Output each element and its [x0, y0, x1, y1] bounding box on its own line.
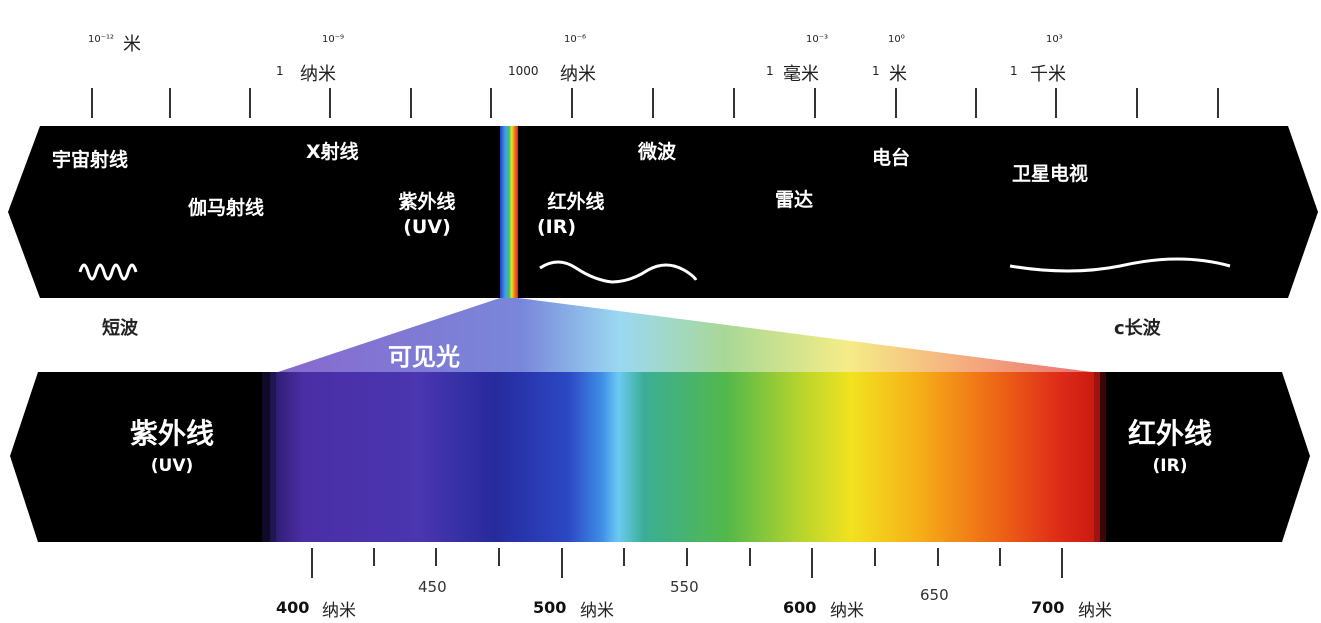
short-wave-icon [78, 263, 138, 281]
scale-prefix-5: 1 [872, 64, 880, 78]
visible-left-uv-name: 紫外线 [129, 417, 214, 450]
scale-label-m: 米 [889, 64, 907, 85]
label-microwave: 微波 [638, 141, 677, 163]
scale-label-meter-small: 米 [123, 34, 141, 55]
visible-gradient [270, 372, 1100, 542]
wl-700-unit: 纳米 [1078, 601, 1112, 621]
label-uv-name: 紫外线 [398, 191, 456, 213]
wl-550: 550 [670, 578, 699, 596]
visible-right-ir-abbr: (IR) [1152, 456, 1188, 476]
label-ir: 红外线 (IR) [537, 190, 615, 240]
wl-500-unit: 纳米 [580, 601, 614, 621]
wl-500: 500 [533, 598, 567, 617]
visible-right-ir-name: 红外线 [1127, 417, 1212, 450]
scale-label-nm: 纳米 [300, 64, 336, 85]
scale-exp-4: 10⁻³ [806, 34, 829, 45]
scale-ticks [91, 88, 1219, 118]
label-radio: 电台 [872, 147, 911, 169]
label-cosmic-rays: 宇宙射线 [52, 149, 129, 171]
label-x-rays: X射线 [306, 141, 359, 163]
wl-400-unit: 纳米 [322, 601, 356, 621]
wavelength-ticks [311, 548, 1063, 578]
scale-label-1000nm: 纳米 [560, 64, 596, 85]
label-ir-name: 红外线 [547, 191, 605, 213]
scale-prefix-3: 1000 [508, 64, 539, 78]
scale-exp-6: 10³ [1046, 34, 1063, 45]
wl-700: 700 [1031, 598, 1065, 617]
scale-exp-3: 10⁻⁶ [564, 34, 587, 45]
label-radar: 雷达 [775, 189, 814, 211]
label-uv-abbr: (UV) [403, 216, 451, 238]
scale-exp-2: 10⁻⁹ [322, 34, 345, 45]
medium-wave-icon [539, 260, 698, 284]
wl-600-unit: 纳米 [830, 601, 864, 621]
wl-450: 450 [418, 578, 447, 596]
label-short-wave: 短波 [102, 318, 138, 339]
scale-label-mm: 毫米 [783, 64, 819, 85]
scale-prefix-6: 1 [1010, 64, 1018, 78]
label-long-wave: c长波 [1114, 318, 1161, 339]
scale-label-km: 千米 [1030, 64, 1066, 85]
long-wave-icon [1009, 257, 1231, 273]
label-uv: 紫外线 (UV) [388, 190, 466, 240]
scale-prefix-2: 1 [276, 64, 284, 78]
scale-exp-5: 10⁰ [888, 34, 905, 45]
wl-600: 600 [783, 598, 817, 617]
visible-left-uv: 紫外线 (UV) [112, 418, 232, 482]
visible-right-ir: 红外线 (IR) [1110, 418, 1230, 482]
label-ir-abbr: (IR) [537, 216, 577, 238]
visible-light-fan [278, 298, 1092, 372]
wl-400: 400 [276, 598, 310, 617]
wl-650: 650 [920, 586, 949, 604]
em-spectrum-band [8, 126, 1318, 298]
label-gamma-rays: 伽马射线 [188, 197, 265, 219]
visible-light-title: 可见光 [388, 343, 460, 371]
visible-strip [500, 126, 518, 298]
scale-prefix-4: 1 [766, 64, 774, 78]
scale-exp-1: 10⁻¹² [88, 34, 115, 45]
visible-left-uv-abbr: (UV) [150, 456, 194, 476]
label-satellite-tv: 卫星电视 [1012, 163, 1089, 185]
